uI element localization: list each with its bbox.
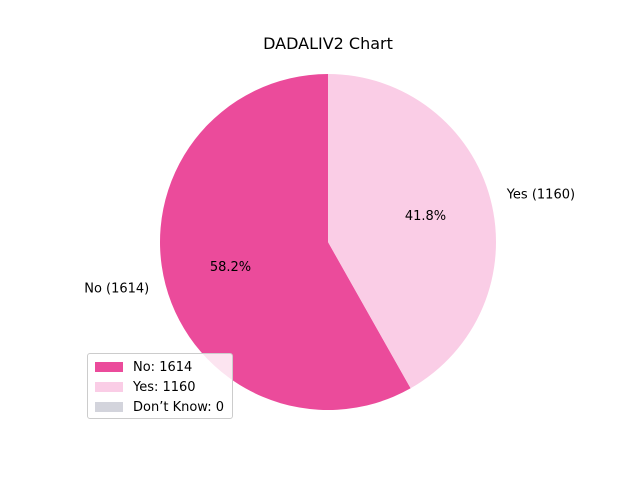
pie-slices <box>159 74 496 410</box>
legend-item-dont-know: Don’t Know: 0 <box>95 397 225 417</box>
legend: No: 1614 Yes: 1160 Don’t Know: 0 <box>87 353 233 419</box>
legend-label-yes: Yes: 1160 <box>133 379 196 395</box>
legend-label-no: No: 1614 <box>133 359 193 375</box>
legend-swatch-no <box>95 362 123 372</box>
legend-item-no: No: 1614 <box>95 357 225 377</box>
legend-swatch-yes <box>95 382 123 392</box>
pie-labels: No (1614) 58.2% Yes (1160) 41.8% <box>84 188 575 297</box>
pie-slice-no <box>159 74 411 410</box>
pie-slice-yes <box>328 74 496 389</box>
legend-label-dont-know: Don’t Know: 0 <box>133 399 224 415</box>
percent-label-no: 58.2% <box>210 260 251 275</box>
chart-title: DADALIV2 Chart <box>263 34 393 53</box>
legend-swatch-dont-know <box>95 402 123 412</box>
slice-label-yes: Yes (1160) <box>506 188 575 203</box>
legend-item-yes: Yes: 1160 <box>95 377 225 397</box>
slice-label-no: No (1614) <box>84 281 149 296</box>
percent-label-yes: 41.8% <box>405 209 446 224</box>
